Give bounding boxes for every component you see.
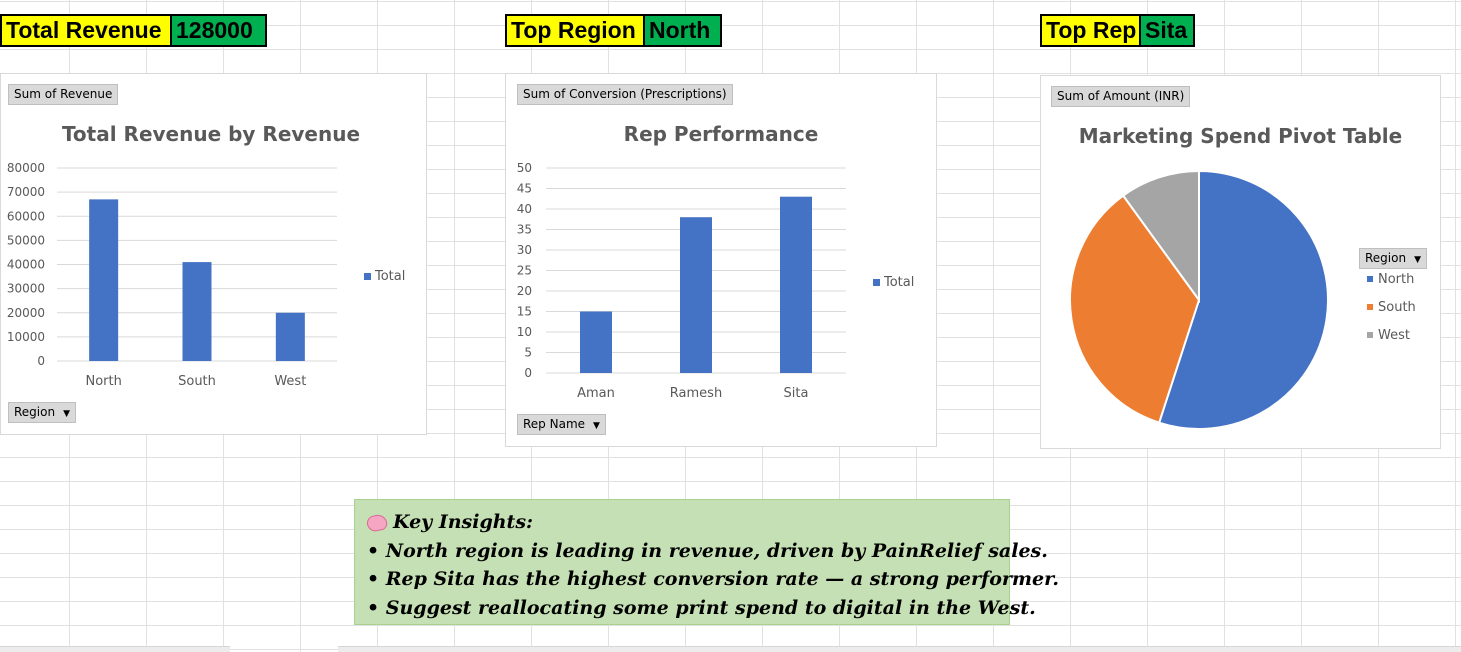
y-tick-label: 5 (524, 346, 532, 360)
sum-of-conversion-button[interactable]: Sum of Conversion (Prescriptions) (517, 84, 733, 105)
chart-title: Marketing Spend Pivot Table (1078, 124, 1403, 148)
legend-swatch (1367, 304, 1373, 310)
bar-ramesh (680, 217, 712, 373)
legend-swatch (873, 279, 880, 286)
top-rep-label: Top Rep (1042, 16, 1141, 45)
top-region-value: North (645, 16, 720, 45)
rep-performance-bar-chart: 0 5 10 15 20 25 30 35 40 45 50 Aman Ramesh Sita Total (517, 161, 915, 401)
top-region-kpi: Top Region North (505, 14, 722, 47)
top-rep-value: Sita (1141, 16, 1193, 45)
bar-sita (780, 196, 812, 373)
legend-swatch (1367, 332, 1373, 338)
total-revenue-kpi: Total Revenue 128000 (0, 14, 267, 47)
dropdown-arrow-icon: ▼ (63, 409, 71, 419)
pie-slice-south (1069, 194, 1201, 424)
bar-north (89, 199, 119, 361)
legend-label: Total (883, 275, 914, 290)
chart-title: Total Revenue by Revenue (61, 122, 361, 146)
insight-line: • Suggest reallocating some print spend … (367, 596, 1036, 619)
sum-of-amount-button[interactable]: Sum of Amount (INR) (1051, 86, 1191, 107)
y-tick-label: 20000 (7, 306, 45, 320)
insight-line: • North region is leading in revenue, dr… (367, 539, 1048, 562)
total-revenue-label: Total Revenue (2, 16, 172, 45)
pie-slice-north (1157, 169, 1329, 430)
rep-name-filter-button[interactable]: Rep Name ▼ (517, 414, 606, 435)
region-legend-label: Region (1365, 251, 1407, 265)
legend-swatch (364, 273, 371, 280)
x-tick-label: South (178, 374, 216, 389)
sheet-scroll-right[interactable] (338, 646, 1461, 652)
y-tick-label: 0 (524, 366, 532, 380)
x-tick-label: Aman (577, 386, 615, 401)
dropdown-arrow-icon: ▼ (593, 421, 600, 431)
y-tick-label: 70000 (7, 185, 45, 199)
x-tick-label: North (85, 374, 121, 389)
y-tick-label: 30 (517, 243, 532, 257)
revenue-bar-chart: 0 10000 20000 30000 40000 50000 60000 70000 8000… (7, 161, 406, 389)
y-tick-label: 25 (517, 264, 532, 278)
sum-of-revenue-button[interactable]: Sum of Revenue (8, 84, 119, 105)
y-tick-label: 20 (517, 284, 532, 298)
brain-icon (365, 513, 389, 533)
x-tick-label: West (274, 374, 306, 389)
y-tick-label: 60000 (7, 209, 45, 223)
bar-south (182, 262, 212, 361)
top-rep-kpi: Top Rep Sita (1040, 14, 1195, 47)
y-tick-label: 35 (517, 223, 532, 237)
y-tick-label: 0 (37, 354, 45, 368)
insights-heading: Key Insights: (365, 508, 997, 537)
chart-title: Rep Performance (623, 122, 819, 146)
y-tick-label: 40000 (7, 258, 45, 272)
region-filter-label: Region (14, 405, 56, 419)
x-tick-label: Sita (784, 386, 809, 401)
sheet-scroll-left[interactable] (0, 646, 230, 652)
legend-swatch (1367, 276, 1373, 282)
top-region-label: Top Region (507, 16, 645, 45)
y-tick-label: 40 (517, 202, 532, 216)
insight-line: • Rep Sita has the highest conversion ra… (367, 568, 1059, 590)
legend-label: South (1378, 300, 1416, 315)
marketing-spend-pie-chart: North South West (1069, 169, 1416, 430)
x-tick-label: Ramesh (670, 386, 722, 401)
y-tick-label: 15 (517, 305, 532, 319)
region-legend-button[interactable]: Region ▼ (1359, 248, 1428, 269)
y-tick-label: 50 (517, 161, 532, 175)
rep-performance-panel[interactable]: Sum of Conversion (Prescriptions) Rep Pe… (505, 73, 937, 447)
y-tick-label: 45 (517, 182, 532, 196)
rep-name-filter-label: Rep Name (523, 417, 586, 431)
legend-label: Total (374, 269, 405, 284)
y-tick-label: 50000 (7, 233, 45, 247)
y-tick-label: 10000 (7, 330, 45, 344)
y-tick-label: 30000 (7, 282, 45, 296)
total-revenue-value: 128000 (172, 16, 265, 45)
revenue-chart-panel[interactable]: Sum of Revenue Total Revenue by Revenue … (0, 73, 427, 435)
marketing-spend-panel[interactable]: Sum of Amount (INR) Marketing Spend Pivo… (1040, 75, 1441, 449)
region-filter-button[interactable]: Region ▼ (8, 402, 77, 423)
legend-label: West (1378, 328, 1410, 343)
insights-heading-text: Key Insights: (393, 511, 534, 533)
bar-aman (580, 311, 612, 373)
legend-label: North (1378, 272, 1414, 287)
pie-slice-west (1121, 169, 1200, 304)
bar-west (275, 312, 305, 361)
key-insights-box: Key Insights: • North region is leading … (354, 499, 1059, 625)
dropdown-arrow-icon: ▼ (1414, 255, 1422, 265)
y-tick-label: 80000 (7, 161, 45, 175)
y-tick-label: 10 (517, 325, 532, 339)
